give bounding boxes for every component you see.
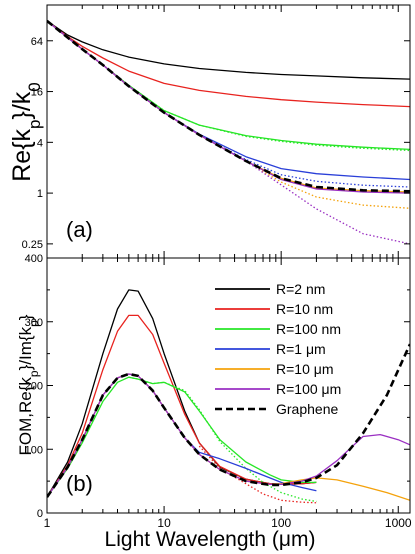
series-line-a-r-100-um-dotted [47,20,410,245]
series-line-b-r-100-um [47,373,410,498]
series-line-b-r-100-nm-dotted [128,376,317,503]
series-line-b-graphene [47,343,410,498]
panel-b-ticks: 0 100 200 300 400 [25,253,410,520]
series-line-a-r-10-um [47,20,410,193]
panel-b-series-group [47,289,410,504]
panel-a-ticks: 0.25 1 4 16 64 [22,5,410,258]
y-tick-label-b: 0 [37,508,43,520]
panel-a-label: (a) [66,217,93,242]
y-tick-label-b: 100 [25,444,43,456]
legend-label-r-10-um: R=10 μm [276,361,333,377]
series-line-b-r-10-um [47,373,410,501]
y-tick-label-a: 64 [31,36,43,48]
x-tick-label: 1 [44,516,51,530]
series-line-a-r-10-nm [47,20,410,108]
legend-label-r-1-um: R=1 μm [276,341,326,357]
series-line-b-r-10-nm-dotted [198,445,317,504]
x-tick-label: 1000 [385,516,412,530]
legend-label-r-100-um: R=100 μm [276,381,341,397]
legend-label-graphene: Graphene [276,401,338,417]
y-tick-label-a: 0.25 [22,239,43,251]
series-line-a-r-100-nm [47,20,410,151]
series-line-b-r-100-nm [47,376,317,498]
panel-b-label: (b) [66,471,93,496]
y-tick-label-b: 300 [25,317,43,329]
x-tick-label: 100 [271,516,291,530]
legend-label-r-10-nm: R=10 nm [276,301,333,317]
y-tick-label-a: 4 [37,137,43,149]
series-line-a-r-1-um [47,20,410,181]
y-tick-label-a: 1 [37,188,43,200]
series-line-a-graphene [47,19,410,193]
legend-label-r-2-nm: R=2 nm [276,281,325,297]
legend-label-r-100-nm: R=100 nm [276,321,341,337]
panel-a-series-group [47,19,410,245]
series-line-a-r-100-um [47,20,410,194]
panel-b-frame [46,257,411,514]
y-tick-label-b: 400 [25,253,43,265]
y-tick-label-b: 200 [25,381,43,393]
x-axis-label: Light Wavelength (μm) [105,528,316,551]
x-tick-label: 10 [157,516,171,530]
series-line-a-r-2-nm [47,20,410,80]
x-axis-ticks: 1 10 100 1000 [44,516,412,530]
y-tick-label-a: 16 [31,87,43,99]
legend: R=2 nm R=10 nm R=100 nm R=1 μm R=10 μm R=100 … [215,281,341,417]
